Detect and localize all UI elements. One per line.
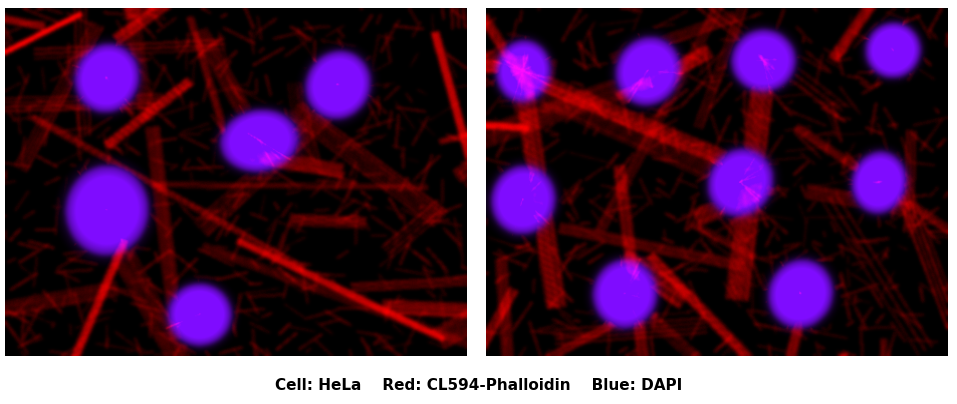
Text: Cell: HeLa    Red: CL594-Phalloidin    Blue: DAPI: Cell: HeLa Red: CL594-Phalloidin Blue: D… [275, 378, 682, 393]
